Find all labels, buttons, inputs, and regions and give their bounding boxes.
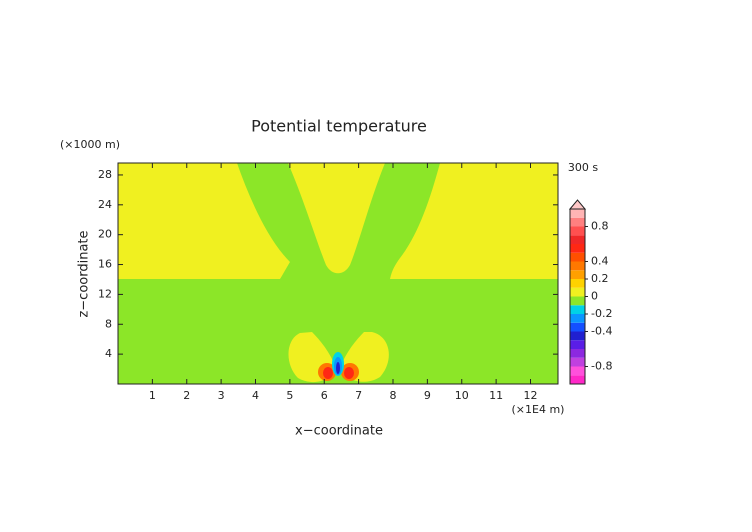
plot-frame <box>117 162 559 385</box>
colorbar-band <box>570 331 585 341</box>
x-axis-label: x−coordinate <box>295 424 383 439</box>
colorbar-band <box>570 305 585 314</box>
colorbar-band <box>570 252 585 262</box>
colorbar-tick-label: -0.8 <box>591 360 612 373</box>
x-tick-label: 9 <box>424 389 431 402</box>
contour-region <box>336 362 340 374</box>
colorbar-band <box>570 209 585 218</box>
y-unit: (×1000 m) <box>60 138 120 151</box>
colorbar-over <box>568 199 587 210</box>
colorbar-band <box>570 296 585 306</box>
colorbar-tick-label: 0.4 <box>591 255 609 268</box>
y-tick-label: 12 <box>98 287 112 300</box>
x-tick-label: 2 <box>183 389 190 402</box>
colorbar-band <box>570 349 585 358</box>
colorbar-band <box>570 279 585 288</box>
contour-region <box>390 163 558 279</box>
colorbar-band <box>570 235 585 244</box>
colorbar-band <box>570 226 585 236</box>
x-tick-label: 10 <box>455 389 469 402</box>
contour-field <box>118 163 558 384</box>
colorbar-band <box>570 217 585 227</box>
y-tick-label: 8 <box>105 317 112 330</box>
time-label: 300 s <box>568 161 598 174</box>
y-tick-label: 24 <box>98 198 112 211</box>
colorbar-tick-label: 0.2 <box>591 272 609 285</box>
x-tick-label: 7 <box>355 389 362 402</box>
y-tick-label: 4 <box>105 347 112 360</box>
colorbar-band <box>570 357 585 367</box>
x-tick-label: 4 <box>252 389 259 402</box>
y-tick-label: 20 <box>98 228 112 241</box>
y-axis-label: z−coordinate <box>77 230 92 317</box>
colorbar-tick-label: 0.8 <box>591 220 609 233</box>
colorbar-band <box>570 287 585 297</box>
contour-region <box>344 367 354 379</box>
contour-region <box>288 163 385 274</box>
chart-title: Potential temperature <box>251 117 427 136</box>
x-tick-label: 12 <box>524 389 538 402</box>
y-tick-label: 16 <box>98 258 112 271</box>
colorbar-tick-label: -0.4 <box>591 325 612 338</box>
x-tick-label: 3 <box>218 389 225 402</box>
colorbar-band <box>570 322 585 332</box>
colorbar-band <box>570 314 585 323</box>
x-tick-label: 6 <box>321 389 328 402</box>
colorbar-tick-label: 0 <box>591 290 598 303</box>
colorbar-band <box>570 270 585 279</box>
colorbar-band <box>570 375 585 384</box>
colorbar-tick-label: -0.2 <box>591 307 612 320</box>
colorbar-band <box>570 244 585 253</box>
x-tick-label: 1 <box>149 389 156 402</box>
contour-region <box>118 163 290 279</box>
colorbar-band <box>570 261 585 271</box>
x-tick-label: 8 <box>390 389 397 402</box>
contour-region <box>323 367 333 379</box>
colorbar-band <box>570 340 585 349</box>
x-unit: (×1E4 m) <box>512 403 565 416</box>
x-tick-label: 11 <box>489 389 503 402</box>
x-tick-label: 5 <box>286 389 293 402</box>
y-tick-label: 28 <box>98 168 112 181</box>
colorbar-band <box>570 366 585 376</box>
